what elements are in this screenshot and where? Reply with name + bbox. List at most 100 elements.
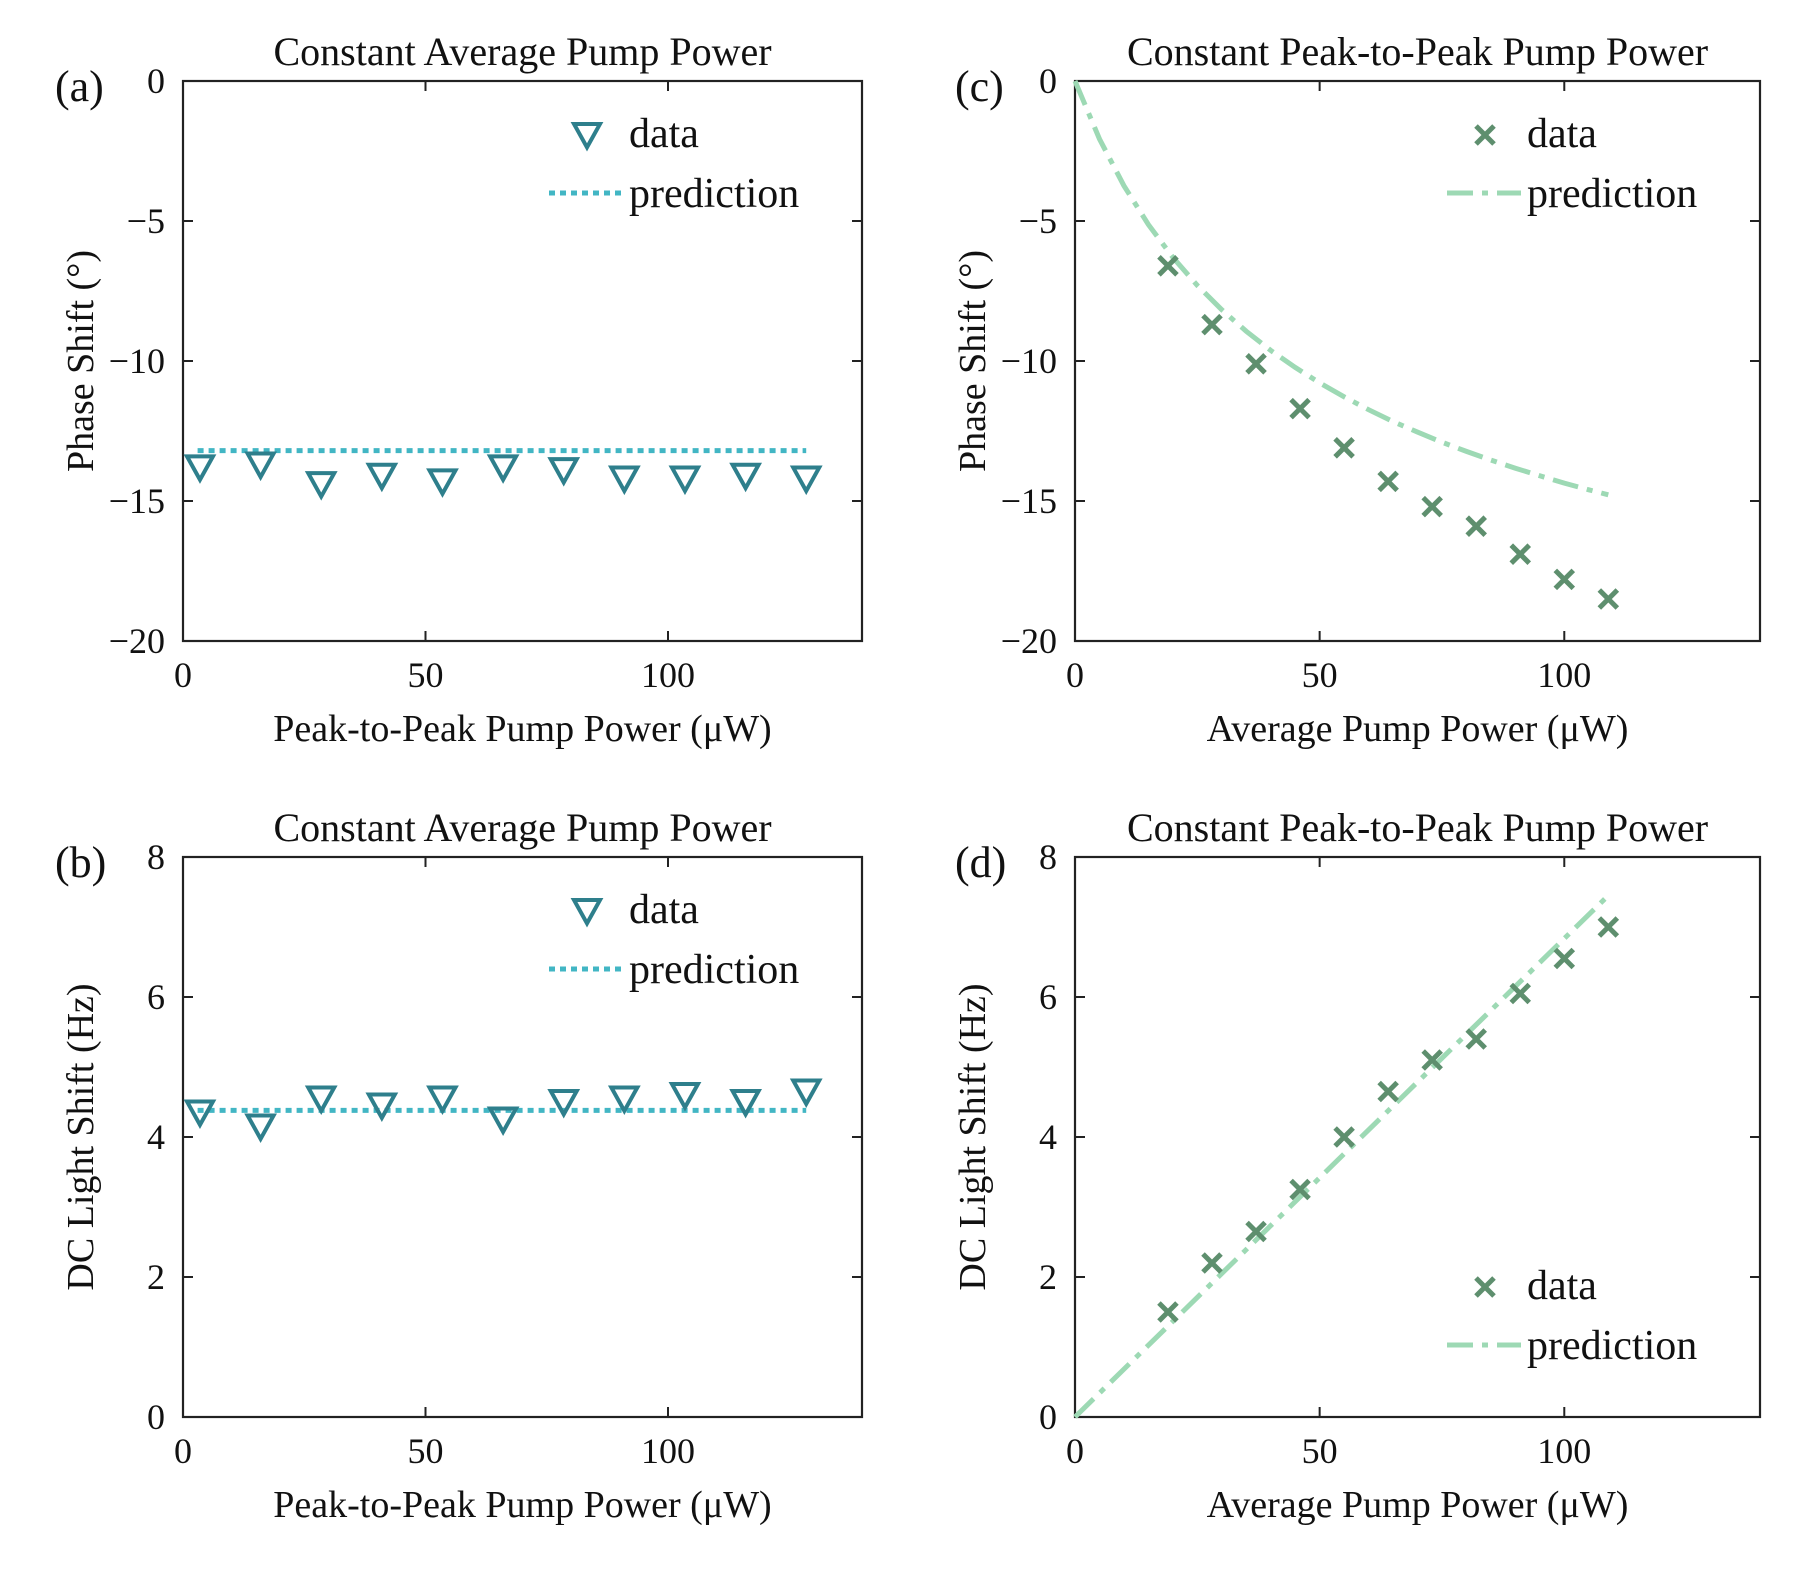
data-point (607, 1085, 641, 1115)
y-tick-label: 4 (147, 1117, 165, 1157)
y-tick-label: 2 (147, 1257, 165, 1297)
data-point (486, 1106, 520, 1136)
data-point (1377, 1080, 1399, 1103)
chart-panel-1: Constant Average Pump Power (b) 0 50 100 0 2 4 6… (55, 805, 864, 1526)
panel-label: (b) (55, 838, 106, 887)
y-tick-label: −15 (1001, 481, 1057, 521)
data-point (1597, 588, 1620, 610)
data-point (1157, 1301, 1179, 1323)
chart-title: Constant Average Pump Power (273, 805, 771, 850)
legend-data-marker (1474, 1276, 1496, 1298)
data-point (789, 465, 823, 496)
data-point (365, 1092, 399, 1122)
data-point (1245, 353, 1267, 375)
data-point (1333, 437, 1355, 459)
x-tick-label: 50 (1302, 655, 1338, 695)
chart-panel-0: Constant Average Pump Power (a) 0 50 100 0 −5 −… (55, 29, 864, 750)
x-tick-label: 100 (641, 655, 695, 695)
data-point (1289, 397, 1311, 420)
legend-data-label: data (629, 887, 699, 933)
data-point (1465, 515, 1487, 537)
chart-panel-3: Constant Peak-to-Peak Pump Power (d) 0 50 10… (952, 805, 1762, 1526)
legend-prediction-label: prediction (1527, 1323, 1697, 1369)
data-point (607, 465, 641, 496)
data-point (304, 471, 338, 501)
data-point (789, 1078, 823, 1108)
y-axis-label: DC Light Shift (Hz) (60, 983, 102, 1290)
data-point (729, 1088, 762, 1119)
chart-title: Constant Peak-to-Peak Pump Power (1127, 805, 1708, 850)
data-point (729, 462, 762, 493)
legend: data prediction (549, 887, 799, 993)
legend-data-label: data (1527, 111, 1597, 157)
data-point (1289, 1178, 1311, 1201)
legend-data-label: data (1527, 1263, 1597, 1309)
plot-frame (1073, 79, 1762, 643)
data-point (547, 1088, 581, 1119)
data-point (1597, 916, 1620, 938)
data-point (1509, 543, 1532, 565)
x-axis-label: Peak-to-Peak Pump Power (μW) (273, 708, 771, 750)
y-tick-label: −10 (109, 341, 165, 381)
legend: data prediction (1447, 1263, 1697, 1369)
data-point (1553, 947, 1576, 970)
y-tick-label: 6 (1039, 977, 1057, 1017)
x-tick-label: 0 (174, 1431, 192, 1471)
data-point (1201, 1252, 1223, 1274)
x-tick-label: 50 (408, 655, 444, 695)
data-point (426, 468, 459, 498)
prediction-line (1072, 80, 1609, 498)
data-point (547, 457, 581, 487)
legend-data-label: data (629, 111, 699, 157)
y-tick-label: 0 (147, 61, 165, 101)
legend-prediction-label: prediction (1527, 171, 1697, 217)
y-tick-label: −10 (1001, 341, 1057, 381)
y-tick-label: 0 (1039, 61, 1057, 101)
legend: data prediction (1447, 111, 1697, 217)
y-axis-label: DC Light Shift (Hz) (952, 983, 994, 1290)
legend: data prediction (549, 111, 799, 217)
x-tick-label: 100 (1537, 1431, 1591, 1471)
data-point (1421, 495, 1443, 518)
x-tick-label: 50 (1302, 1431, 1338, 1471)
data-point (183, 454, 217, 484)
chart-title: Constant Peak-to-Peak Pump Power (1127, 29, 1708, 74)
prediction-line (1073, 893, 1611, 1419)
data-point (1421, 1049, 1443, 1071)
y-tick-label: −20 (1001, 621, 1057, 661)
panel-label: (a) (55, 62, 104, 111)
x-axis-label: Average Pump Power (μW) (1207, 1484, 1629, 1526)
y-tick-label: −5 (1019, 201, 1057, 241)
y-axis-label: Phase Shift (°) (952, 250, 994, 472)
plot-frame (181, 855, 864, 1419)
data-point (426, 1085, 459, 1115)
x-axis-label: Peak-to-Peak Pump Power (μW) (273, 1484, 771, 1526)
x-tick-label: 50 (408, 1431, 444, 1471)
y-tick-label: 6 (147, 977, 165, 1017)
legend-data-marker (570, 897, 604, 928)
y-tick-label: 8 (1039, 837, 1057, 877)
y-tick-label: −20 (109, 621, 165, 661)
x-axis-label: Average Pump Power (μW) (1207, 708, 1629, 750)
data-point (1201, 313, 1223, 336)
data-point (304, 1085, 338, 1115)
legend-data-marker (1474, 124, 1496, 146)
data-point (244, 451, 277, 482)
y-tick-label: 0 (147, 1397, 165, 1437)
y-tick-label: −5 (127, 201, 165, 241)
x-tick-label: 0 (1066, 1431, 1084, 1471)
y-tick-label: 2 (1039, 1257, 1057, 1297)
data-point (1157, 255, 1179, 277)
data-point (244, 1113, 277, 1143)
panel-label: (c) (955, 62, 1004, 111)
panel-label: (d) (955, 838, 1006, 887)
y-axis-label: Phase Shift (°) (60, 250, 102, 472)
data-point (1465, 1028, 1487, 1050)
legend-data-marker (570, 121, 604, 152)
plot-frame (181, 79, 864, 643)
data-point (1245, 1220, 1267, 1243)
chart-title: Constant Average Pump Power (273, 29, 771, 74)
y-tick-label: 0 (1039, 1397, 1057, 1437)
data-point (1509, 982, 1532, 1005)
